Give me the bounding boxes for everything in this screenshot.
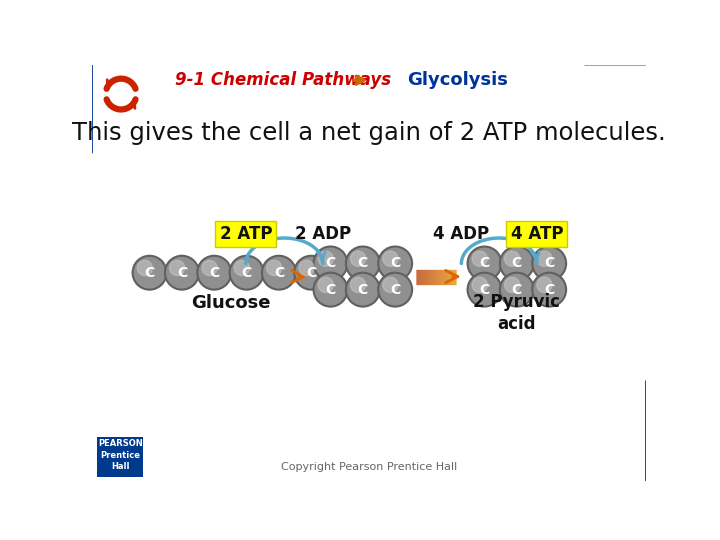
- Circle shape: [169, 260, 185, 275]
- Text: C: C: [306, 266, 316, 280]
- Text: C: C: [512, 256, 522, 271]
- Circle shape: [383, 277, 398, 293]
- Polygon shape: [647, 381, 720, 540]
- Circle shape: [266, 260, 282, 275]
- Text: 2 Pyruvic
acid: 2 Pyruvic acid: [473, 293, 560, 333]
- Text: C: C: [480, 282, 490, 296]
- Circle shape: [467, 247, 501, 280]
- Circle shape: [234, 260, 249, 275]
- Text: C: C: [480, 256, 490, 271]
- Text: C: C: [544, 282, 554, 296]
- Circle shape: [472, 251, 487, 266]
- Circle shape: [138, 260, 153, 275]
- Circle shape: [537, 277, 552, 293]
- Text: Slide
18 of 39: Slide 18 of 39: [570, 443, 627, 472]
- Circle shape: [500, 273, 534, 307]
- Circle shape: [294, 256, 328, 289]
- Polygon shape: [4, 0, 92, 153]
- FancyBboxPatch shape: [97, 437, 143, 477]
- Text: 4 ATP: 4 ATP: [510, 225, 563, 243]
- Circle shape: [318, 251, 333, 266]
- Text: C: C: [544, 256, 554, 271]
- Circle shape: [505, 277, 520, 293]
- Text: C: C: [241, 266, 252, 280]
- Circle shape: [346, 247, 379, 280]
- Text: 2 ADP: 2 ADP: [294, 225, 351, 243]
- Text: C: C: [358, 282, 368, 296]
- Text: Copyright Pearson Prentice Hall: Copyright Pearson Prentice Hall: [281, 462, 457, 472]
- Circle shape: [500, 247, 534, 280]
- Text: C: C: [390, 282, 400, 296]
- Text: C: C: [512, 282, 522, 296]
- Circle shape: [383, 251, 398, 266]
- Text: C: C: [325, 256, 336, 271]
- Text: Glycolysis: Glycolysis: [408, 71, 508, 89]
- Text: 9-1 Chemical Pathways: 9-1 Chemical Pathways: [175, 71, 391, 89]
- Circle shape: [299, 260, 314, 275]
- Circle shape: [132, 256, 166, 289]
- Circle shape: [532, 247, 566, 280]
- Text: This gives the cell a net gain of 2 ATP molecules.: This gives the cell a net gain of 2 ATP …: [72, 120, 666, 145]
- Circle shape: [472, 277, 487, 293]
- Text: PEARSON
Prentice
Hall: PEARSON Prentice Hall: [98, 439, 143, 471]
- Circle shape: [202, 260, 217, 275]
- Text: C: C: [390, 256, 400, 271]
- Text: C: C: [177, 266, 187, 280]
- Circle shape: [351, 277, 366, 293]
- Text: C: C: [209, 266, 220, 280]
- Circle shape: [378, 273, 412, 307]
- Circle shape: [378, 247, 412, 280]
- Circle shape: [346, 273, 379, 307]
- Text: 2 ATP: 2 ATP: [220, 225, 272, 243]
- Circle shape: [351, 251, 366, 266]
- Text: C: C: [358, 256, 368, 271]
- Text: Glucose: Glucose: [191, 294, 270, 313]
- Polygon shape: [585, 3, 708, 65]
- Circle shape: [262, 256, 296, 289]
- Text: C: C: [325, 282, 336, 296]
- Circle shape: [505, 251, 520, 266]
- Text: C: C: [274, 266, 284, 280]
- Circle shape: [532, 273, 566, 307]
- Circle shape: [314, 273, 348, 307]
- Circle shape: [197, 256, 231, 289]
- Circle shape: [467, 273, 501, 307]
- Text: 4 ADP: 4 ADP: [433, 225, 490, 243]
- Circle shape: [537, 251, 552, 266]
- Circle shape: [230, 256, 264, 289]
- Circle shape: [314, 247, 348, 280]
- Circle shape: [165, 256, 199, 289]
- Text: C: C: [145, 266, 155, 280]
- Circle shape: [318, 277, 333, 293]
